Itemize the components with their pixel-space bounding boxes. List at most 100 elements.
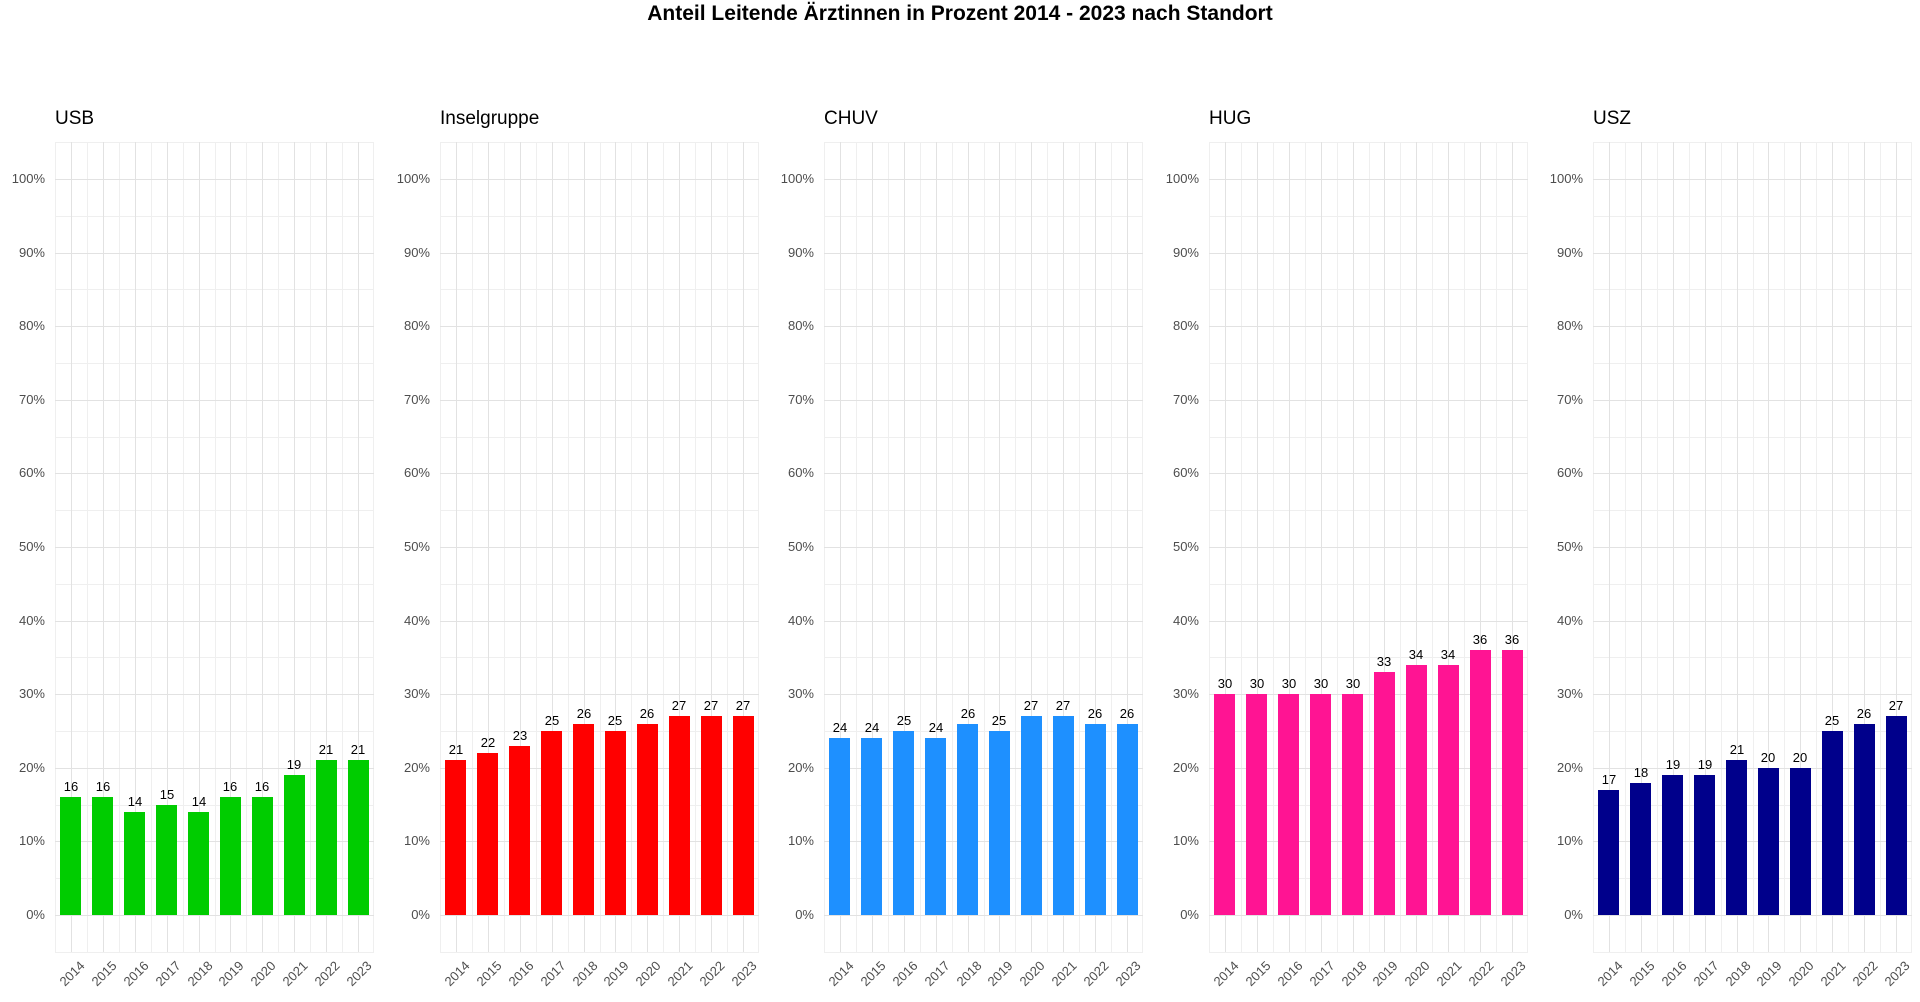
gridline-h-major — [55, 547, 374, 548]
gridline-h-minor — [824, 583, 1143, 585]
y-axis-tick-label: 100% — [1549, 171, 1583, 186]
gridline-h-minor — [440, 289, 759, 291]
y-axis-tick-label: 60% — [787, 465, 814, 481]
bar-value-label: 18 — [1633, 765, 1649, 780]
y-axis-tick-label: 30% — [1556, 686, 1583, 702]
gridline-h-major — [1593, 473, 1912, 475]
gridline-h-minor — [440, 583, 759, 585]
y-axis-tick-label: 10% — [787, 833, 814, 849]
gridline-h-minor — [440, 436, 759, 438]
gridline-h-minor — [1593, 510, 1912, 512]
gridline-v-major — [999, 142, 1000, 952]
bar-value-label: 24 — [832, 720, 848, 735]
bar-usz-2018 — [1726, 760, 1747, 915]
panel-title-inselgruppe: Inselgruppe — [440, 108, 540, 129]
gridline-h-major — [1209, 767, 1528, 769]
gridline-v-major — [584, 142, 585, 952]
gridline-h-minor — [824, 215, 1143, 217]
gridline-h-major — [824, 547, 1143, 548]
y-axis-tick-label: 40% — [787, 612, 814, 628]
bar-usz-2017 — [1694, 775, 1715, 915]
bar-chuv-2016 — [893, 731, 914, 915]
bar-usz-2022 — [1854, 724, 1875, 915]
gridline-v-major — [936, 142, 937, 952]
bar-hug-2021 — [1438, 665, 1459, 915]
gridline-v-major — [1864, 142, 1865, 952]
bar-chuv-2015 — [861, 738, 882, 915]
gridline-h-major — [1209, 473, 1528, 475]
bar-chuv-2017 — [925, 738, 946, 915]
gridline-h-major — [1209, 620, 1528, 622]
bar-value-label: 30 — [1249, 676, 1265, 691]
gridline-h-minor — [55, 289, 374, 291]
bar-value-label: 16 — [63, 779, 79, 794]
gridline-h-minor — [55, 363, 374, 364]
y-axis-tick-label: 90% — [18, 244, 45, 260]
gridline-v-major — [1832, 142, 1833, 952]
bar-chuv-2023 — [1117, 724, 1138, 915]
gridline-h-major — [824, 252, 1143, 254]
bar-value-label: 34 — [1408, 647, 1424, 662]
bar-value-label: 23 — [512, 728, 528, 743]
gridline-v-major — [1641, 142, 1642, 952]
bar-value-label: 30 — [1313, 676, 1329, 691]
gridline-v-major — [1257, 142, 1258, 952]
y-axis-tick-label: 0% — [411, 907, 430, 922]
gridline-h-major — [440, 547, 759, 548]
y-axis-tick-label: 60% — [18, 465, 45, 481]
gridline-h-major — [55, 915, 374, 916]
gridline-h-minor — [440, 951, 759, 953]
bar-inselgruppe-2015 — [477, 753, 498, 915]
bar-value-label: 30 — [1345, 676, 1361, 691]
y-axis-tick-label: 80% — [1556, 318, 1583, 334]
gridline-h-minor — [55, 657, 374, 659]
bar-inselgruppe-2020 — [637, 724, 658, 915]
y-axis-tick-label: 100% — [396, 171, 430, 186]
bar-usz-2020 — [1790, 768, 1811, 915]
gridline-v-major — [103, 142, 104, 952]
gridline-h-major — [1593, 841, 1912, 843]
panel-title-chuv: CHUV — [824, 108, 878, 129]
bar-value-label: 26 — [1856, 706, 1872, 721]
gridline-h-minor — [440, 657, 759, 659]
gridline-h-major — [1593, 399, 1912, 401]
gridline-h-major — [824, 620, 1143, 622]
gridline-h-minor — [1209, 951, 1528, 953]
gridline-h-minor — [1209, 436, 1528, 438]
gridline-h-minor — [824, 951, 1143, 953]
y-axis-tick-label: 20% — [18, 759, 45, 775]
y-axis-tick-label: 90% — [1172, 244, 1199, 260]
gridline-h-major — [55, 473, 374, 475]
gridline-v-major — [904, 142, 905, 952]
gridline-v-major — [135, 142, 136, 952]
gridline-h-minor — [1593, 142, 1912, 144]
gridline-h-major — [440, 399, 759, 401]
gridline-v-major — [456, 142, 457, 952]
gridline-h-minor — [1593, 583, 1912, 585]
gridline-v-major — [167, 142, 168, 952]
gridline-v-major — [1384, 142, 1385, 952]
gridline-h-minor — [1593, 363, 1912, 364]
gridline-v-major — [230, 142, 231, 952]
y-axis-tick-label: 50% — [1172, 539, 1199, 554]
gridline-v-major — [1416, 142, 1417, 952]
bar-inselgruppe-2021 — [669, 716, 690, 915]
gridline-h-major — [824, 915, 1143, 916]
plot-area-inselgruppe: 21 22 23 25 26 25 26 27 27 27 — [440, 142, 759, 953]
y-axis-tick-label: 40% — [1172, 612, 1199, 628]
plot-area-usb: 16 16 14 15 14 16 16 19 21 21 — [55, 142, 374, 953]
bar-value-label: 26 — [576, 706, 592, 721]
bar-value-label: 26 — [639, 706, 655, 721]
gridline-h-minor — [440, 878, 759, 880]
bar-hug-2014 — [1214, 694, 1235, 915]
gridline-h-major — [1593, 326, 1912, 328]
y-axis-tick-label: 60% — [403, 465, 430, 481]
gridline-v-major — [71, 142, 72, 952]
bar-value-label: 27 — [1055, 698, 1071, 713]
bar-value-label: 14 — [127, 794, 143, 809]
gridline-h-minor — [824, 510, 1143, 512]
bar-usz-2019 — [1758, 768, 1779, 915]
gridline-h-major — [824, 326, 1143, 328]
bar-value-label: 24 — [928, 720, 944, 735]
gridline-v-major — [520, 142, 521, 952]
